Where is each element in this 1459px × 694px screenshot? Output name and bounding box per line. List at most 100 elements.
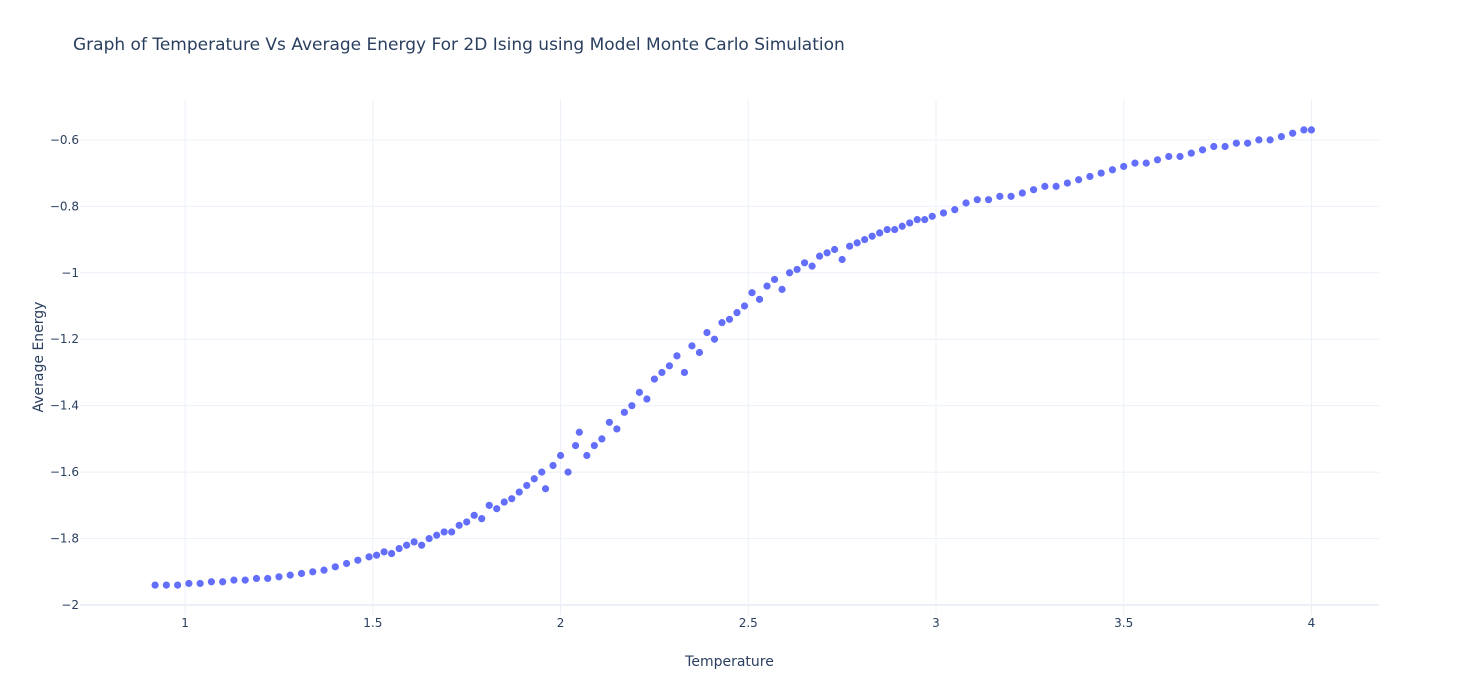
- data-point[interactable]: [710, 335, 719, 343]
- data-point[interactable]: [891, 225, 899, 234]
- data-point[interactable]: [823, 249, 831, 257]
- data-point[interactable]: [575, 428, 583, 436]
- data-point[interactable]: [1063, 179, 1071, 187]
- data-point[interactable]: [403, 541, 411, 549]
- data-point[interactable]: [1153, 156, 1162, 164]
- data-point[interactable]: [695, 348, 704, 357]
- data-point[interactable]: [1255, 136, 1263, 144]
- data-point[interactable]: [740, 302, 749, 310]
- data-point[interactable]: [913, 216, 921, 224]
- data-point[interactable]: [264, 574, 272, 583]
- data-point[interactable]: [868, 232, 876, 240]
- data-point[interactable]: [523, 481, 531, 490]
- data-point[interactable]: [500, 498, 508, 506]
- data-point[interactable]: [883, 225, 891, 234]
- data-point[interactable]: [808, 262, 816, 270]
- data-point[interactable]: [1007, 192, 1015, 200]
- data-point[interactable]: [590, 441, 598, 450]
- data-point[interactable]: [1075, 176, 1083, 184]
- data-point[interactable]: [748, 289, 756, 297]
- data-point[interactable]: [515, 488, 523, 496]
- data-point[interactable]: [455, 521, 463, 529]
- data-point[interactable]: [485, 501, 493, 509]
- data-point[interactable]: [275, 573, 283, 581]
- data-point[interactable]: [770, 275, 779, 284]
- data-point[interactable]: [1221, 142, 1229, 151]
- data-point[interactable]: [174, 581, 182, 589]
- data-point[interactable]: [219, 578, 227, 586]
- data-point[interactable]: [613, 425, 621, 433]
- data-point[interactable]: [816, 252, 824, 260]
- data-point[interactable]: [800, 259, 809, 267]
- data-point[interactable]: [541, 485, 550, 493]
- data-point[interactable]: [388, 549, 396, 558]
- data-point[interactable]: [951, 206, 959, 214]
- data-point[interactable]: [778, 285, 786, 293]
- data-point[interactable]: [846, 242, 854, 250]
- data-point[interactable]: [331, 563, 339, 571]
- data-point[interactable]: [718, 319, 726, 327]
- data-point[interactable]: [151, 581, 159, 589]
- data-point[interactable]: [628, 402, 636, 410]
- data-point[interactable]: [1131, 159, 1139, 167]
- data-point[interactable]: [380, 548, 388, 556]
- data-point[interactable]: [673, 352, 681, 360]
- data-point[interactable]: [162, 581, 170, 589]
- data-point[interactable]: [1142, 159, 1150, 167]
- data-point[interactable]: [635, 388, 643, 396]
- data-point[interactable]: [785, 269, 794, 277]
- data-point[interactable]: [1232, 139, 1240, 147]
- data-point[interactable]: [1108, 166, 1117, 174]
- data-point[interactable]: [1300, 126, 1308, 134]
- data-point[interactable]: [665, 362, 674, 370]
- data-point[interactable]: [598, 435, 606, 443]
- data-point[interactable]: [1266, 136, 1274, 144]
- data-point[interactable]: [448, 528, 456, 536]
- data-point[interactable]: [996, 192, 1004, 200]
- data-point[interactable]: [1041, 182, 1049, 190]
- data-point[interactable]: [207, 578, 216, 586]
- data-point[interactable]: [1018, 189, 1026, 197]
- data-point[interactable]: [530, 475, 538, 483]
- data-point[interactable]: [725, 315, 734, 323]
- data-point[interactable]: [962, 199, 970, 207]
- data-point[interactable]: [650, 375, 659, 383]
- data-point[interactable]: [1277, 132, 1285, 141]
- data-point[interactable]: [680, 368, 689, 377]
- data-point[interactable]: [1176, 152, 1184, 161]
- data-point[interactable]: [320, 566, 328, 574]
- data-point[interactable]: [1120, 162, 1128, 171]
- data-point[interactable]: [354, 556, 362, 564]
- data-point[interactable]: [583, 451, 591, 460]
- data-point[interactable]: [1097, 169, 1105, 177]
- data-point[interactable]: [564, 468, 572, 476]
- data-point[interactable]: [605, 418, 613, 426]
- data-point[interactable]: [342, 559, 351, 568]
- data-point[interactable]: [410, 538, 418, 546]
- data-point[interactable]: [620, 408, 628, 416]
- data-point[interactable]: [365, 553, 373, 561]
- data-point[interactable]: [763, 282, 771, 290]
- data-point[interactable]: [571, 441, 580, 450]
- data-point[interactable]: [538, 468, 546, 476]
- data-point[interactable]: [1198, 146, 1207, 154]
- data-point[interactable]: [241, 576, 249, 584]
- data-point[interactable]: [876, 229, 884, 237]
- data-point[interactable]: [372, 551, 381, 559]
- data-point[interactable]: [688, 342, 696, 350]
- data-point[interactable]: [898, 222, 906, 230]
- data-point[interactable]: [1307, 126, 1316, 134]
- data-point[interactable]: [973, 196, 981, 204]
- data-point[interactable]: [1030, 186, 1038, 194]
- data-point[interactable]: [549, 461, 557, 470]
- data-point[interactable]: [793, 265, 801, 274]
- data-point[interactable]: [939, 209, 948, 217]
- data-point[interactable]: [470, 511, 478, 519]
- data-point[interactable]: [703, 328, 711, 337]
- data-point[interactable]: [425, 534, 433, 543]
- data-point[interactable]: [643, 395, 651, 403]
- data-point[interactable]: [755, 295, 764, 303]
- data-point[interactable]: [1187, 149, 1195, 157]
- data-point[interactable]: [395, 544, 403, 553]
